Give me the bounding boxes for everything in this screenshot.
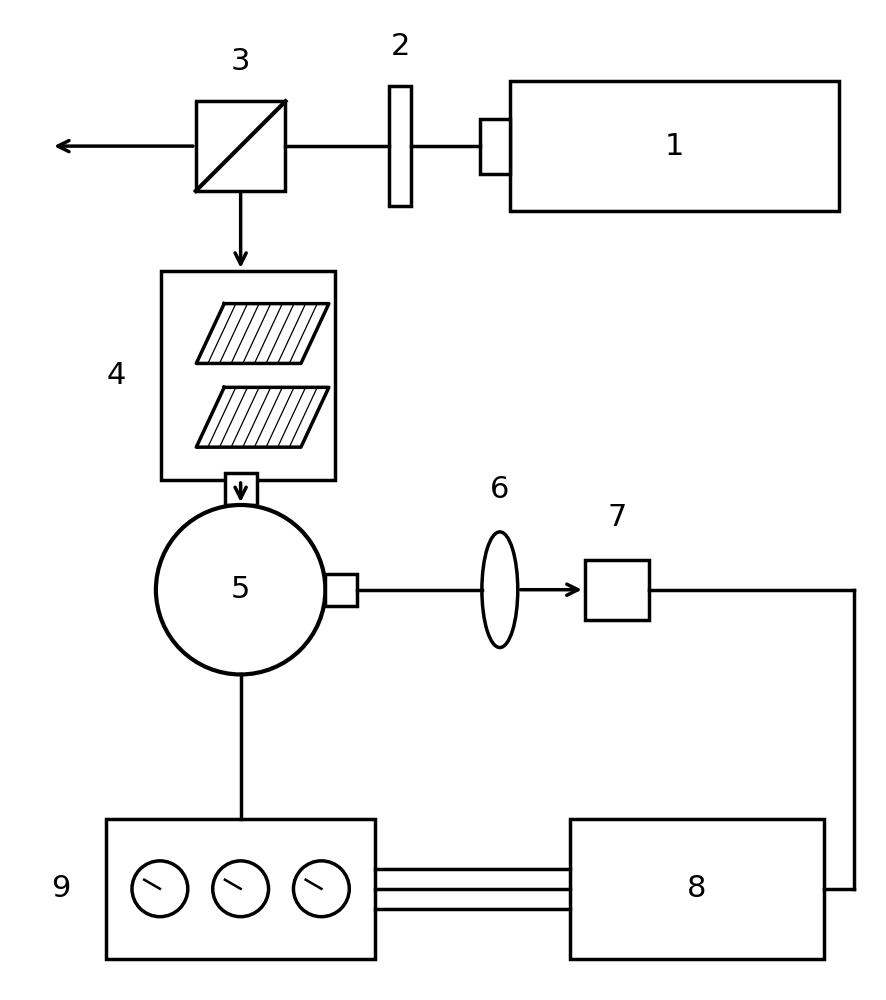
Circle shape	[132, 861, 188, 917]
Text: 7: 7	[607, 503, 626, 532]
Text: 5: 5	[231, 575, 251, 604]
FancyBboxPatch shape	[570, 819, 824, 959]
Text: 3: 3	[231, 47, 251, 76]
FancyBboxPatch shape	[389, 86, 411, 206]
FancyBboxPatch shape	[106, 819, 375, 959]
Ellipse shape	[482, 532, 517, 648]
Circle shape	[293, 861, 349, 917]
Text: 9: 9	[51, 874, 71, 903]
Circle shape	[156, 505, 325, 674]
FancyBboxPatch shape	[325, 574, 357, 606]
FancyBboxPatch shape	[225, 473, 257, 505]
Text: 6: 6	[490, 475, 509, 504]
Circle shape	[213, 861, 268, 917]
FancyBboxPatch shape	[585, 560, 649, 620]
Text: 8: 8	[687, 874, 706, 903]
Text: 4: 4	[106, 361, 126, 390]
FancyBboxPatch shape	[196, 101, 285, 191]
FancyBboxPatch shape	[509, 81, 839, 211]
Text: 1: 1	[664, 132, 684, 161]
FancyBboxPatch shape	[161, 271, 335, 480]
FancyBboxPatch shape	[480, 119, 509, 174]
Text: 2: 2	[391, 32, 410, 61]
